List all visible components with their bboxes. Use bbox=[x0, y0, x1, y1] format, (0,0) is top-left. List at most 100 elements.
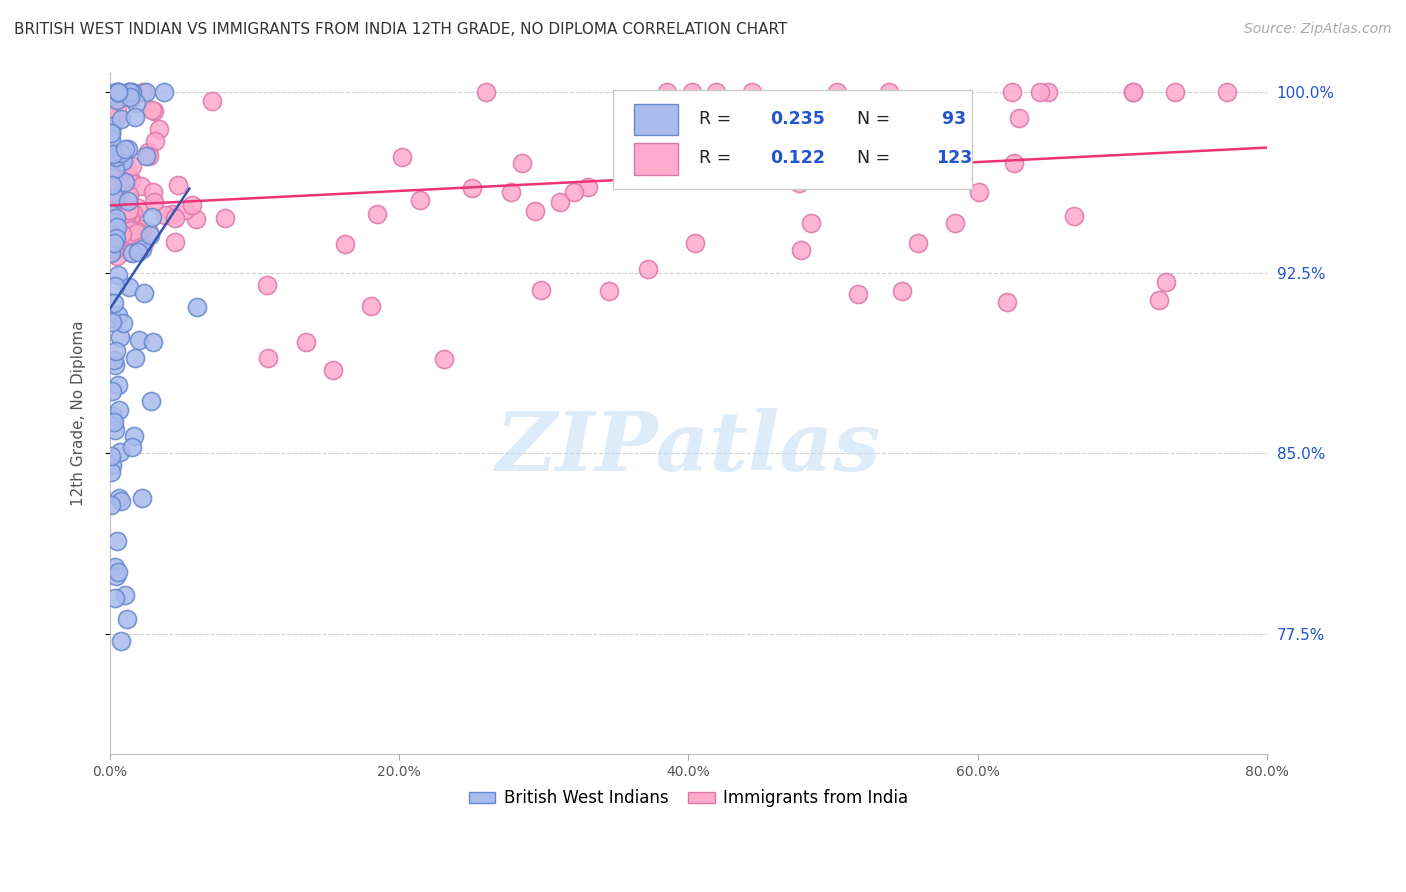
Point bbox=[391, 150, 413, 164]
FancyBboxPatch shape bbox=[634, 143, 678, 175]
Point bbox=[127, 224, 149, 238]
Point bbox=[105, 211, 128, 225]
Point bbox=[120, 87, 142, 101]
Point bbox=[800, 216, 823, 230]
Point bbox=[103, 223, 125, 237]
Point bbox=[110, 153, 132, 168]
Point bbox=[127, 201, 149, 215]
Point bbox=[100, 458, 122, 472]
Point bbox=[530, 283, 553, 297]
Point bbox=[142, 334, 165, 349]
Point bbox=[103, 352, 125, 367]
Point bbox=[110, 634, 132, 648]
Point bbox=[101, 311, 124, 326]
Point bbox=[107, 378, 129, 392]
Point bbox=[104, 202, 127, 216]
Text: N =: N = bbox=[846, 149, 896, 167]
Point bbox=[107, 85, 129, 99]
Point bbox=[911, 103, 934, 118]
Point bbox=[101, 229, 124, 244]
Point bbox=[1164, 85, 1187, 99]
Point bbox=[100, 109, 122, 123]
Point bbox=[186, 300, 208, 314]
Point bbox=[101, 119, 124, 133]
Point bbox=[100, 498, 122, 512]
Point bbox=[103, 409, 125, 423]
Point bbox=[141, 394, 163, 409]
Point bbox=[562, 186, 585, 200]
Point bbox=[135, 85, 157, 99]
Point bbox=[121, 85, 143, 99]
Point bbox=[148, 121, 170, 136]
Point bbox=[173, 203, 195, 218]
Point bbox=[114, 588, 136, 602]
Point bbox=[104, 85, 127, 99]
Point bbox=[100, 465, 122, 479]
Point bbox=[110, 445, 132, 459]
Point bbox=[101, 215, 124, 229]
Point bbox=[409, 194, 432, 208]
Point bbox=[790, 244, 813, 258]
Point bbox=[1154, 275, 1177, 289]
Point bbox=[117, 170, 139, 185]
Point bbox=[637, 262, 659, 277]
Point bbox=[1001, 85, 1024, 99]
Point bbox=[704, 85, 727, 99]
Point bbox=[103, 233, 125, 247]
Point bbox=[322, 363, 344, 377]
Point bbox=[103, 415, 125, 429]
FancyBboxPatch shape bbox=[634, 103, 678, 136]
Point bbox=[257, 351, 280, 365]
Point bbox=[118, 244, 141, 259]
Point bbox=[943, 216, 966, 230]
Point bbox=[107, 491, 129, 505]
Point bbox=[256, 277, 278, 292]
Point bbox=[167, 178, 190, 192]
Point bbox=[100, 209, 122, 223]
Point bbox=[120, 173, 142, 187]
Point bbox=[1008, 112, 1031, 126]
Point bbox=[131, 491, 153, 505]
Point bbox=[114, 175, 136, 189]
Point bbox=[121, 206, 143, 220]
Text: ZIPatlas: ZIPatlas bbox=[496, 408, 882, 488]
Point bbox=[101, 211, 124, 226]
Point bbox=[186, 212, 208, 227]
Point bbox=[115, 202, 138, 216]
Point bbox=[995, 295, 1018, 310]
Point bbox=[100, 147, 122, 161]
Point bbox=[105, 228, 128, 243]
Point bbox=[131, 85, 153, 99]
Point bbox=[104, 278, 127, 293]
Point bbox=[153, 85, 176, 99]
Point bbox=[360, 300, 382, 314]
Point bbox=[333, 237, 356, 252]
Point bbox=[139, 228, 162, 243]
Point bbox=[129, 240, 152, 254]
Point bbox=[103, 202, 125, 216]
Point bbox=[128, 333, 150, 347]
Point bbox=[105, 102, 128, 116]
Point bbox=[105, 150, 128, 164]
Point bbox=[893, 115, 915, 129]
Point bbox=[104, 191, 127, 205]
Point bbox=[460, 181, 482, 195]
Text: BRITISH WEST INDIAN VS IMMIGRANTS FROM INDIA 12TH GRADE, NO DIPLOMA CORRELATION : BRITISH WEST INDIAN VS IMMIGRANTS FROM I… bbox=[14, 22, 787, 37]
Point bbox=[101, 87, 124, 102]
Point bbox=[104, 569, 127, 583]
Point bbox=[1216, 85, 1239, 99]
Point bbox=[111, 316, 134, 330]
Point bbox=[117, 85, 139, 99]
Point bbox=[366, 207, 388, 221]
Point bbox=[1122, 85, 1144, 99]
Text: 93: 93 bbox=[936, 110, 966, 128]
Point bbox=[120, 91, 142, 105]
Point bbox=[135, 149, 157, 163]
Text: R =: R = bbox=[699, 149, 737, 167]
Point bbox=[105, 145, 128, 159]
Point bbox=[105, 227, 128, 241]
Point bbox=[1038, 85, 1060, 99]
Point bbox=[104, 358, 127, 372]
Point bbox=[890, 284, 912, 298]
Point bbox=[201, 95, 224, 109]
